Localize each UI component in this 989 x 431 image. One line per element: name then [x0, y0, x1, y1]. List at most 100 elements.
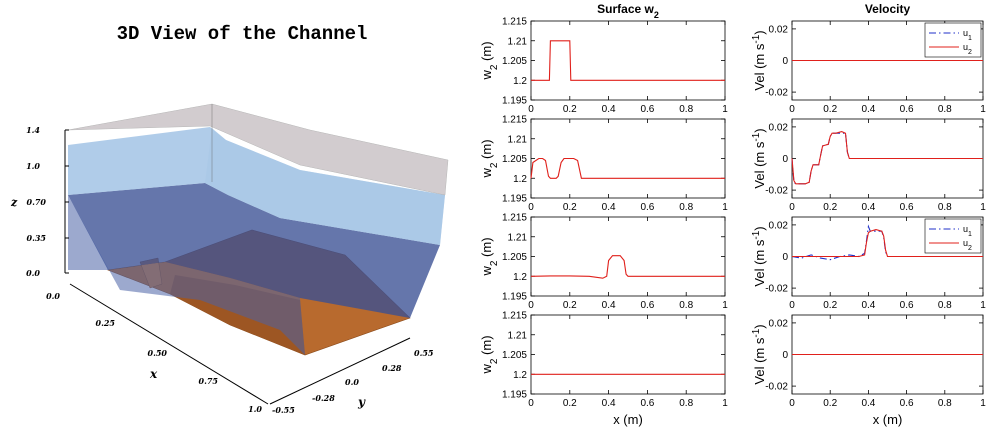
y-axis-label: w2 (m) [479, 335, 500, 374]
panel-title: Velocity [865, 2, 911, 16]
z-tick-label: 1.0 [26, 161, 40, 171]
z-axis-label: z [10, 196, 18, 209]
x-tick-label: 0.25 [96, 318, 116, 328]
x-tick-label: 0.4 [861, 398, 875, 409]
y-tick-label: -0.02 [765, 382, 788, 393]
y-tick-label: 0.28 [382, 363, 402, 373]
y-tick-label: 1.205 [502, 154, 527, 165]
z-tick-label: 0.0 [26, 268, 40, 278]
x-tick-label: 0.2 [823, 398, 837, 409]
x-tick-label: 0 [528, 104, 534, 115]
y-tick-label: 0.02 [769, 220, 789, 231]
y-tick-label: 0 [782, 154, 788, 165]
y-tick-label: -0.02 [765, 284, 788, 295]
lower-layer-side [68, 195, 305, 355]
x-tick-label: 0 [528, 300, 534, 311]
x-tick-label: 0.50 [148, 348, 168, 358]
y-tick-label: 0.02 [769, 122, 789, 133]
x-tick-label: 0.2 [823, 202, 837, 213]
y-tick-label: 0 [782, 350, 788, 361]
top-surface [67, 103, 449, 196]
series-line-u2 [792, 229, 983, 258]
x-axis-line [69, 283, 269, 405]
x-tick-label: 0.8 [679, 398, 693, 409]
x-tick-label: 0.8 [938, 104, 952, 115]
x-tick-label: 0.8 [679, 300, 693, 311]
y-tick-label: 1.21 [508, 330, 528, 341]
x-tick-label: 1 [980, 300, 986, 311]
y-tick-label: 1.2 [513, 174, 527, 185]
x-tick-label: 0.6 [640, 104, 654, 115]
y-axis-label: w2 (m) [479, 237, 500, 276]
y-tick-label: 1.2 [513, 370, 527, 381]
x-tick-label: 0.4 [861, 300, 875, 311]
series-line-w2 [530, 255, 725, 279]
y-tick-label: 1.205 [502, 350, 527, 361]
y-axis-label: Vel (m s-1) [751, 324, 768, 384]
legend-label: u1 [963, 224, 972, 238]
series-line-w2 [531, 40, 725, 81]
x-tick-label: 0.0 [46, 291, 60, 301]
plot-frame [530, 216, 726, 297]
x-axis-label: x [149, 367, 158, 381]
view3d-title: 3D View of the Channel [117, 23, 368, 45]
y-axis-label: Vel (m s-1) [751, 128, 768, 188]
x-tick-label: 0 [789, 398, 795, 409]
x-tick-label: 1 [722, 104, 728, 115]
legend-label: u1 [963, 28, 972, 42]
x-tick-label: 0.8 [679, 202, 693, 213]
y-tick-label: 1.205 [502, 56, 527, 67]
y-tick-label: 1.21 [508, 134, 528, 145]
x-tick-label: 0.6 [900, 300, 914, 311]
y-axis-label: w2 (m) [479, 139, 500, 178]
channel-3d-view: 3D View of the Channel 1.4 1.0 0.70 0.35 [10, 23, 449, 415]
y-tick-label: 1.21 [508, 232, 528, 243]
x-tick-label: 1 [722, 202, 728, 213]
x-tick-label: 0.2 [823, 104, 837, 115]
series-line-u2 [791, 131, 983, 185]
x-tick-label: 0.2 [563, 104, 577, 115]
z-tick-label: 0.70 [27, 197, 47, 207]
plot-frame [530, 20, 726, 101]
y-tick-label: -0.02 [765, 186, 788, 197]
legend-label: u2 [963, 238, 972, 252]
x-tick-label: 0 [789, 202, 795, 213]
x-tick-label: 0.2 [823, 300, 837, 311]
legend-box [924, 218, 982, 254]
x-tick-label: 0.4 [861, 202, 875, 213]
y-axis-line [269, 337, 411, 405]
x-tick-label: 0.8 [938, 300, 952, 311]
y-tick-label: 1.195 [502, 390, 527, 401]
y-tick-label: 1.205 [502, 252, 527, 263]
y-tick-label: 1.195 [502, 194, 527, 205]
x-tick-label: 0.8 [679, 104, 693, 115]
y-tick-label: 1.215 [502, 213, 527, 224]
plot-frame [530, 118, 726, 199]
x-axis-label: x (m) [613, 412, 643, 427]
legend-label: u2 [963, 42, 972, 56]
x-tick-label: 0 [789, 104, 795, 115]
x-tick-label: 1 [980, 202, 986, 213]
y-tick-label: 1.21 [508, 36, 528, 47]
z-tick-marks [65, 129, 69, 274]
x-tick-label: 0.8 [938, 398, 952, 409]
series-line-w2 [530, 157, 725, 179]
y-tick-label: -0.55 [272, 405, 295, 415]
x-tick-label: 1 [980, 104, 986, 115]
x-tick-label: 0.4 [602, 398, 616, 409]
x-tick-label: 0 [528, 202, 534, 213]
z-tick-label: 1.4 [26, 125, 40, 135]
y-axis-label: Vel (m s-1) [751, 226, 768, 286]
y-tick-label: 0.02 [769, 24, 789, 35]
panel-title: Surface w2 [597, 2, 659, 20]
x-tick-label: 0.6 [640, 202, 654, 213]
y-tick-label: -0.28 [312, 393, 335, 403]
x-tick-label: 0.6 [640, 300, 654, 311]
